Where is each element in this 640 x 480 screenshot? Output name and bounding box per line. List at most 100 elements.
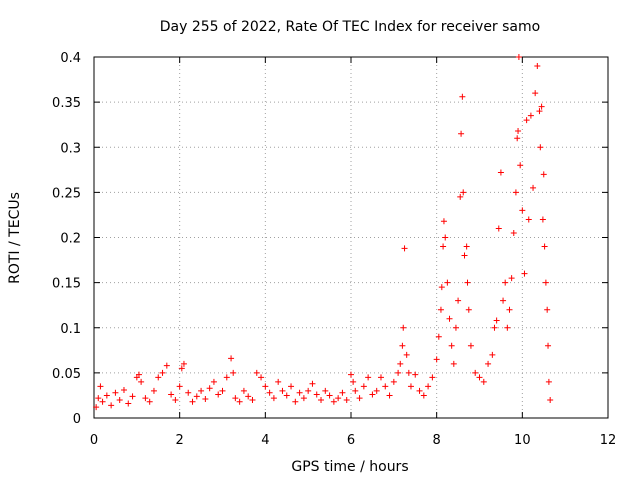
data-point [425,383,432,390]
x-tick-label: 4 [261,433,269,448]
data-point [399,342,406,349]
data-point [502,279,509,286]
data-point [403,351,410,358]
data-point [459,93,466,100]
y-tick-label: 0.15 [52,277,81,292]
data-point [163,362,170,369]
data-point [339,389,346,396]
data-point [440,218,447,225]
data-point [350,378,357,385]
data-point [515,128,522,135]
data-point [348,371,354,378]
data-point [125,400,132,407]
data-point [512,189,519,196]
data-point [253,369,260,376]
data-point [245,393,252,400]
data-point [517,162,524,169]
grid-lines [94,57,608,418]
data-point [112,389,119,396]
data-point [480,378,487,385]
y-tick-label: 0.05 [52,367,81,382]
x-tick-label: 10 [514,433,531,448]
data-point [270,395,277,402]
data-point [493,317,500,324]
data-point [463,243,470,250]
data-point [159,369,166,376]
data-point [228,355,235,362]
data-point [373,387,380,394]
x-tick-label: 8 [433,433,441,448]
data-point [275,378,282,385]
data-point [300,395,307,402]
data-point [330,398,337,405]
data-point [236,398,243,405]
data-point [544,306,551,313]
data-point [258,374,265,381]
data-point [534,63,541,70]
data-point [93,404,100,411]
data-point [185,389,192,396]
data-point [489,351,496,358]
data-point [523,117,530,124]
data-point [313,391,320,398]
data-point [440,243,447,250]
data-point [541,243,548,250]
data-point [472,369,479,376]
data-point [176,383,183,390]
data-point [401,245,408,252]
data-point [542,279,549,286]
data-point [288,383,295,390]
data-point [476,374,483,381]
data-point [405,369,412,376]
data-point [382,383,389,390]
data-point [433,356,440,363]
data-point [206,385,213,392]
data-point [240,387,247,394]
data-point [457,193,464,200]
data-point [539,216,546,223]
data-point [150,387,157,394]
data-point [352,387,359,394]
data-point [506,306,513,313]
data-point [193,393,200,400]
data-point [536,108,543,115]
data-point [279,387,286,394]
data-point [491,324,498,331]
data-point [435,333,442,340]
data-point [356,395,363,402]
data-point [146,398,153,405]
data-point [460,189,467,196]
y-tick-label: 0 [73,412,81,427]
data-point [223,374,230,381]
data-point [326,392,333,399]
x-tick-label: 0 [90,433,98,448]
y-tick-label: 0.4 [60,51,81,66]
data-point [116,396,123,403]
data-point [120,387,127,394]
x-tick-label: 2 [176,433,184,448]
data-point [450,360,457,367]
data-point [547,396,554,403]
data-point [180,360,187,367]
data-point [296,389,303,396]
data-point [514,135,521,142]
data-point [318,396,325,403]
data-point [202,396,209,403]
data-point [504,324,511,331]
data-point [97,383,104,390]
y-tick-labels: 0 0.05 0.1 0.15 0.2 0.25 0.3 0.35 0.4 [52,51,81,427]
data-point [448,342,455,349]
y-tick-label: 0.35 [52,96,81,111]
data-point [429,374,436,381]
data-point [500,297,507,304]
y-tick-label: 0.25 [52,186,81,201]
data-point [230,369,237,376]
data-point [521,270,528,277]
data-point [219,387,226,394]
data-point [262,383,269,390]
data-point [446,315,453,322]
data-point [129,393,136,400]
data-point [210,378,217,385]
data-point [420,392,427,399]
